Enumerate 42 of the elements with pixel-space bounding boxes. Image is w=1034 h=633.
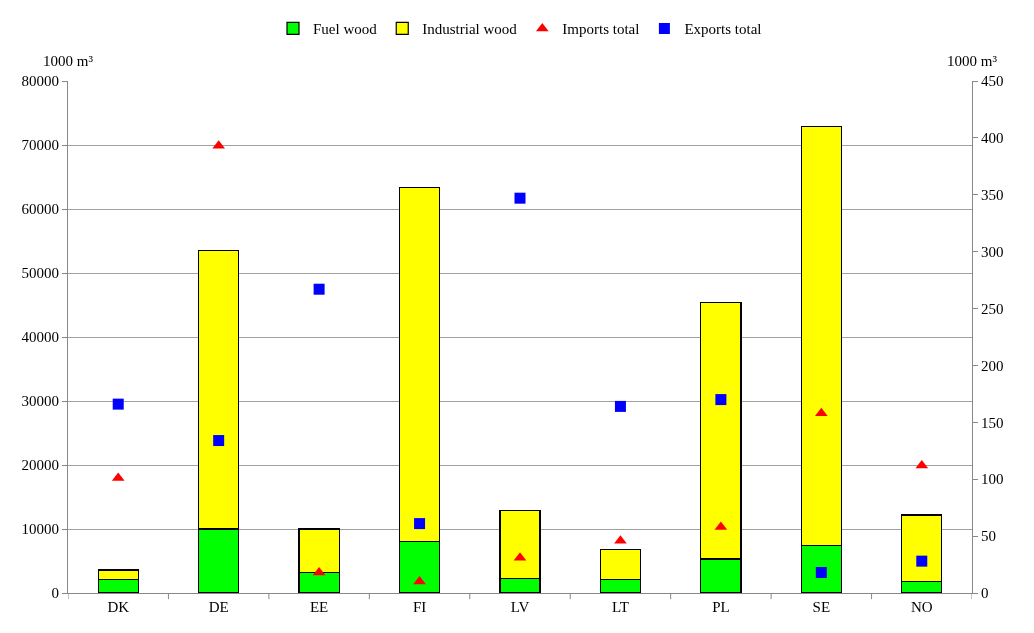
y2-tick-label: 450: [981, 73, 1004, 90]
point: [916, 555, 928, 567]
y2-tick-label: 250: [981, 300, 1004, 317]
y2-tick-label: 100: [981, 471, 1004, 488]
x-tick-label: DK: [107, 599, 130, 615]
y-axis-title: 1000 m³: [43, 53, 94, 69]
y-tick-label: 20000: [21, 457, 59, 474]
y-tick-label: 0: [51, 585, 59, 602]
x-tick-label: FI: [412, 599, 427, 615]
y2-tick-label: 50: [981, 528, 996, 545]
x-tick-label: EE: [309, 599, 329, 615]
y-tick-label: 30000: [21, 393, 59, 410]
y2-tick-label: 350: [981, 187, 1004, 204]
x-tick-label: DE: [208, 599, 229, 615]
legend-label: Imports total: [562, 21, 640, 38]
y-tick-label: 10000: [21, 521, 59, 538]
legend-label: Exports total: [684, 21, 762, 38]
point: [614, 400, 626, 412]
point: [112, 398, 124, 410]
x-tick-label: LV: [510, 599, 530, 615]
y2-tick-label: 300: [981, 243, 1004, 260]
point: [313, 283, 325, 295]
y-tick-label: 80000: [21, 73, 59, 90]
legend-label: Fuel wood: [313, 21, 378, 38]
y2-axis-title: 1000 m³: [947, 53, 998, 69]
point: [514, 192, 526, 204]
point: [414, 518, 426, 530]
x-tick-label: LT: [611, 599, 629, 615]
y2-tick-label: 150: [981, 414, 1004, 431]
x-tick-label: SE: [812, 599, 831, 615]
y-tick-label: 50000: [21, 265, 59, 282]
y-tick-label: 40000: [21, 329, 59, 346]
y2-tick-label: 0: [981, 585, 989, 602]
y-tick-label: 70000: [21, 137, 59, 154]
y-tick-label: 60000: [21, 201, 59, 218]
y2-tick-label: 400: [981, 130, 1004, 147]
x-tick-label: NO: [910, 599, 933, 615]
x-tick-label: PL: [712, 599, 730, 615]
y2-tick-label: 200: [981, 357, 1004, 374]
point: [213, 435, 225, 447]
legend-label: Industrial wood: [422, 21, 518, 38]
point: [715, 394, 727, 406]
